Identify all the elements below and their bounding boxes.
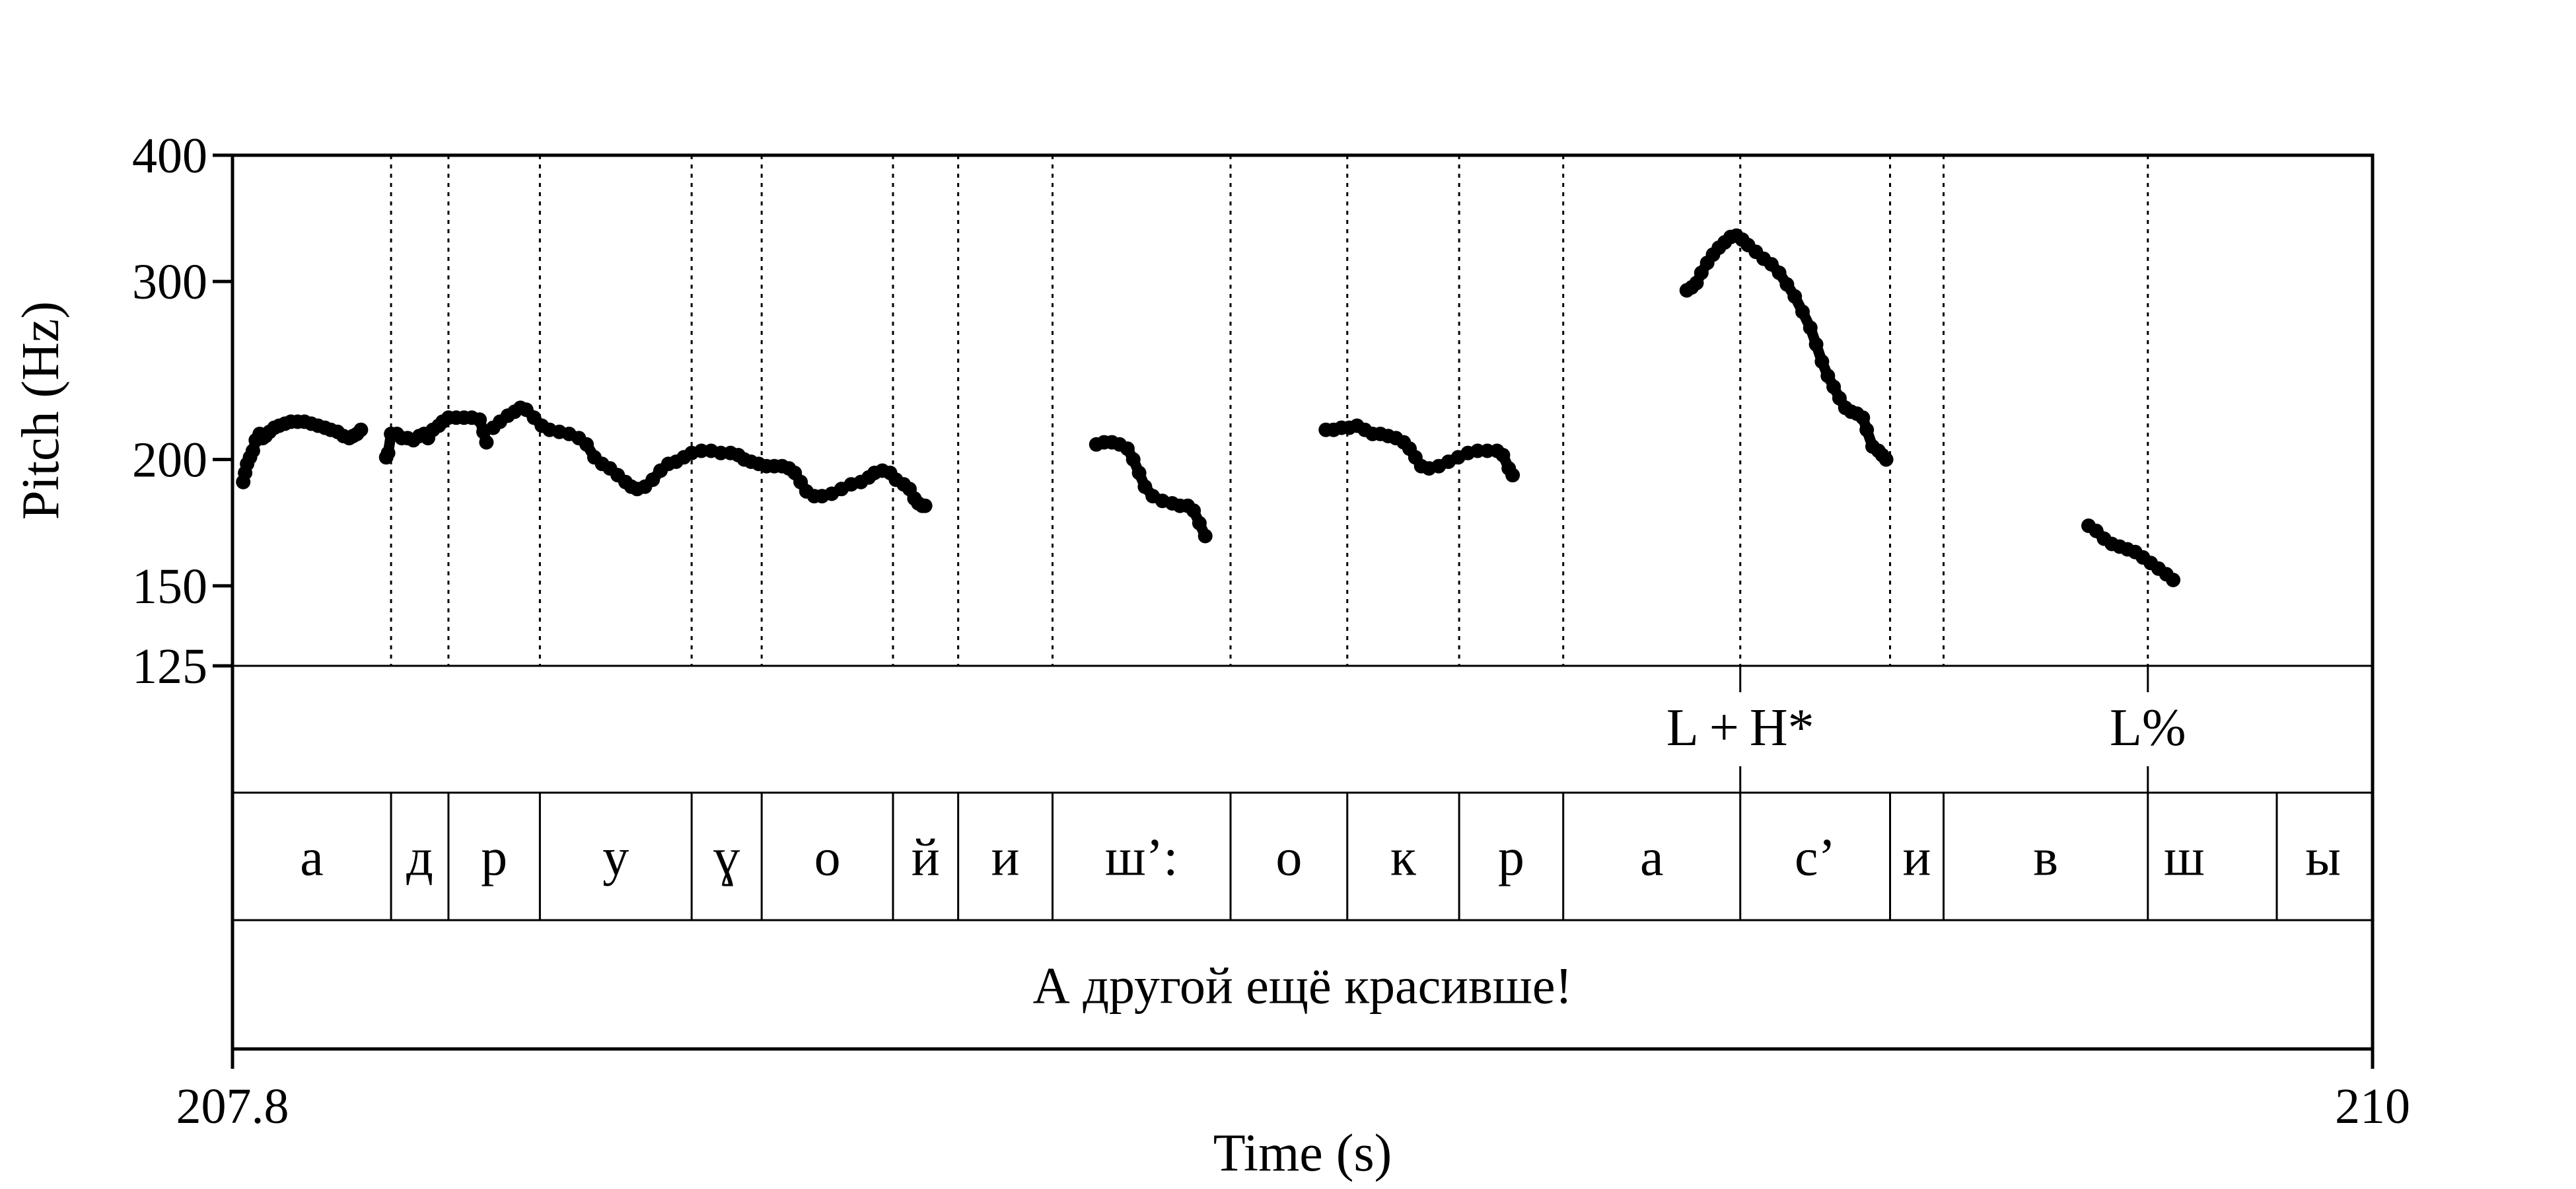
y-tick-label: 150 <box>132 559 207 614</box>
pitch-point <box>1878 452 1894 467</box>
segment-boundaries <box>390 155 2149 666</box>
pitch-point <box>1198 528 1213 544</box>
pitch-point <box>1120 441 1135 456</box>
pitch-point <box>380 445 396 460</box>
pitch-point <box>1787 289 1803 304</box>
pitch-point <box>1771 266 1787 280</box>
phone-label: р <box>481 829 507 887</box>
pitch-segment <box>1089 435 1213 544</box>
phone-label: ɣ <box>713 829 740 887</box>
pitch-point <box>1795 305 1810 319</box>
phone-label: с’ <box>1795 829 1836 887</box>
pitch-segment <box>485 400 933 513</box>
pitch-point <box>1186 503 1201 519</box>
y-axis-title: Pitch (Hz) <box>12 301 70 520</box>
pitch-point <box>1820 369 1836 383</box>
pitch-point <box>1808 337 1824 352</box>
phone-label: к <box>1390 829 1416 887</box>
pitch-point <box>1126 452 1141 467</box>
y-tick-label: 300 <box>132 254 207 310</box>
pitch-segment <box>378 410 494 465</box>
pitch-point <box>1859 422 1875 437</box>
phone-label: а <box>1640 829 1664 887</box>
phone-label: и <box>991 829 1020 887</box>
x-tick-label: 210 <box>2335 1079 2410 1134</box>
pitch-point <box>1814 354 1830 369</box>
phone-label: ы <box>2305 829 2341 887</box>
x-axis-title: Time (s) <box>1213 1124 1392 1182</box>
pitch-point <box>1826 379 1842 394</box>
pitch-point <box>1779 277 1795 292</box>
axes: Pitch (Hz) Time (s) 400 300 200 150 125 207.8… <box>12 128 2410 1182</box>
pitch-segment <box>2081 518 2181 587</box>
tone-label: L% <box>2110 699 2186 757</box>
phone-label: а <box>300 829 324 887</box>
y-tick-label: 200 <box>132 433 207 488</box>
y-tick-label: 400 <box>132 128 207 184</box>
pitch-point <box>1192 516 1207 530</box>
phone-label: у <box>602 829 629 887</box>
plot-frame <box>231 153 2375 1051</box>
pitch-point <box>353 422 369 437</box>
phone-label: й <box>912 829 940 887</box>
phone-label: и <box>1903 829 1931 887</box>
pitch-segment <box>236 414 369 489</box>
pitch-segment <box>1679 228 1894 467</box>
pitch-point <box>1495 448 1511 462</box>
pitch-segment <box>1318 418 1521 483</box>
phone-label: р <box>1498 829 1524 887</box>
phone-label: ш’: <box>1105 829 1178 887</box>
pitch-series <box>236 228 2181 587</box>
pitch-point <box>1803 320 1818 336</box>
x-tick-label: 207.8 <box>176 1079 289 1134</box>
sentence-label: А другой ещё красивше! <box>1033 957 1573 1015</box>
annotation-tiers: L + H* L%а д р у ɣ о й и ш’: о к р а с’ и в ш ыА другой ещ… <box>300 666 2341 1015</box>
y-tick-label: 125 <box>132 639 207 694</box>
pitch-point <box>472 412 487 427</box>
phone-label: ш <box>2164 829 2205 887</box>
tone-label: L + H* <box>1666 699 1814 757</box>
pitch-point <box>917 498 933 513</box>
plot-border <box>231 153 2375 1051</box>
phone-label: д <box>406 829 433 887</box>
pitch-point <box>579 437 594 452</box>
pitch-point <box>1855 410 1871 425</box>
pitch-point <box>1505 468 1521 483</box>
phone-label: в <box>2033 829 2058 887</box>
phone-label: о <box>814 829 841 887</box>
pitch-point <box>479 435 494 450</box>
phone-label: о <box>1275 829 1302 887</box>
pitch-point <box>1131 465 1147 480</box>
pitch-contour <box>1681 230 1892 465</box>
pitch-point <box>2166 573 2181 587</box>
